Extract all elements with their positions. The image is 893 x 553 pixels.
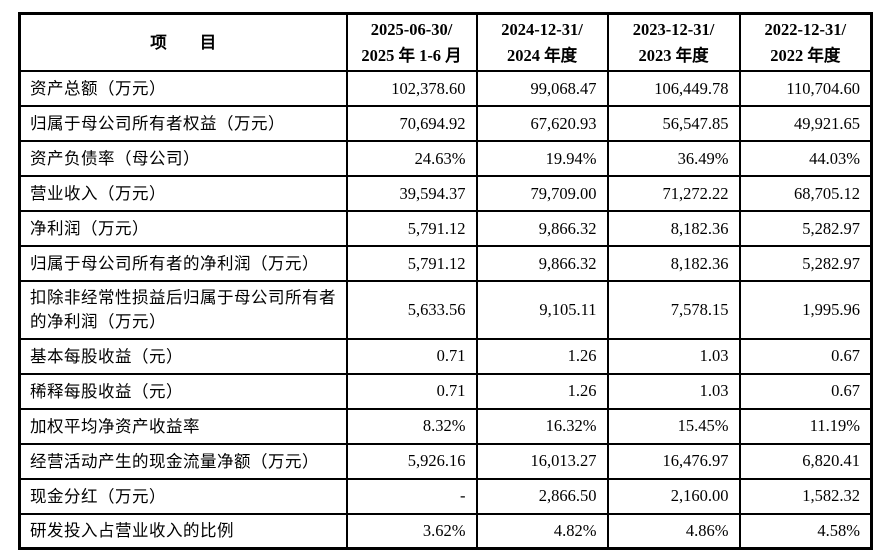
- table-row: 研发投入占营业收入的比例 3.62% 4.82% 4.86% 4.58%: [18, 512, 873, 550]
- row-label: 经营活动产生的现金流量净额（万元）: [18, 442, 348, 480]
- row-value: 16.32%: [475, 407, 609, 445]
- row-value: 16,013.27: [475, 442, 609, 480]
- table-row: 经营活动产生的现金流量净额（万元） 5,926.16 16,013.27 16,476…: [18, 442, 873, 480]
- row-value: 9,866.32: [475, 245, 609, 283]
- row-value: 0.67: [738, 372, 873, 410]
- table-row: 资产总额（万元） 102,378.60 99,068.47 106,449.78 110…: [18, 70, 873, 108]
- period-label-line: 2025 年 1-6 月: [361, 45, 462, 65]
- table-row: 稀释每股收益（元） 0.71 1.26 1.03 0.67: [18, 372, 873, 410]
- row-value: 1.03: [606, 337, 741, 375]
- row-value: 106,449.78: [606, 70, 741, 108]
- row-value: 49,921.65: [738, 105, 873, 143]
- table-row: 归属于母公司所有者权益（万元） 70,694.92 67,620.93 56,547.…: [18, 105, 873, 143]
- period-date-line: 2025-06-30/: [370, 20, 453, 39]
- period-column-header: 2025-06-30/2025 年 1-6 月: [345, 12, 478, 73]
- row-label: 研发投入占营业收入的比例: [18, 512, 348, 550]
- row-value: 15.45%: [606, 407, 741, 445]
- row-value: 5,282.97: [738, 210, 873, 248]
- row-label: 营业收入（万元）: [18, 175, 348, 213]
- row-value: 1,582.32: [738, 477, 873, 515]
- row-value: 0.71: [345, 337, 478, 375]
- row-value: 11.19%: [738, 407, 873, 445]
- row-value: 5,633.56: [345, 280, 478, 340]
- row-value: 79,709.00: [475, 175, 609, 213]
- row-label: 现金分红（万元）: [18, 477, 348, 515]
- row-value: 5,926.16: [345, 442, 478, 480]
- table-row: 加权平均净资产收益率 8.32% 16.32% 15.45% 11.19%: [18, 407, 873, 445]
- row-value: 5,791.12: [345, 210, 478, 248]
- period-date-line: 2023-12-31/: [632, 20, 715, 39]
- table-row: 现金分红（万元） -2,866.50 2,160.00 1,582.32: [18, 477, 873, 515]
- period-date-line: 2022-12-31/: [764, 20, 847, 39]
- row-value: 44.03%: [738, 140, 873, 178]
- period-column-header: 2024-12-31/2024 年度: [475, 12, 609, 73]
- row-value: 71,272.22: [606, 175, 741, 213]
- row-value: 1.03: [606, 372, 741, 410]
- financial-summary-table: 项 目 2025-06-30/2025 年 1-6 月 2024-12-31/20…: [18, 12, 873, 551]
- table-row: 资产负债率（母公司） 24.63% 19.94% 36.49% 44.03%: [18, 140, 873, 178]
- row-value: 70,694.92: [345, 105, 478, 143]
- row-value: 6,820.41: [738, 442, 873, 480]
- row-value: 110,704.60: [738, 70, 873, 108]
- row-value: 5,791.12: [345, 245, 478, 283]
- row-value: 9,866.32: [475, 210, 609, 248]
- period-label-line: 2023 年度: [638, 45, 709, 65]
- row-value: 0.67: [738, 337, 873, 375]
- item-column-header: 项 目: [18, 12, 348, 73]
- row-value: 1,995.96: [738, 280, 873, 340]
- table-row: 扣除非经常性损益后归属于母公司所有者的净利润（万元） 5,633.56 9,105.…: [18, 280, 873, 340]
- row-value: 24.63%: [345, 140, 478, 178]
- row-value: 8.32%: [345, 407, 478, 445]
- table-body: 资产总额（万元） 102,378.60 99,068.47 106,449.78 110…: [18, 70, 873, 550]
- row-value: 2,160.00: [606, 477, 741, 515]
- row-label: 归属于母公司所有者的净利润（万元）: [18, 245, 348, 283]
- row-value: 8,182.36: [606, 245, 741, 283]
- row-label: 基本每股收益（元）: [18, 337, 348, 375]
- row-value: -: [345, 477, 478, 515]
- row-label: 加权平均净资产收益率: [18, 407, 348, 445]
- table-row: 净利润（万元） 5,791.12 9,866.32 8,182.36 5,282.97: [18, 210, 873, 248]
- row-value: 3.62%: [345, 512, 478, 550]
- table-row: 归属于母公司所有者的净利润（万元） 5,791.12 9,866.32 8,182.3…: [18, 245, 873, 283]
- header-row: 项 目 2025-06-30/2025 年 1-6 月 2024-12-31/20…: [18, 12, 873, 73]
- row-value: 8,182.36: [606, 210, 741, 248]
- row-value: 9,105.11: [475, 280, 609, 340]
- period-column-header: 2023-12-31/2023 年度: [606, 12, 741, 73]
- row-value: 4.86%: [606, 512, 741, 550]
- row-value: 39,594.37: [345, 175, 478, 213]
- row-value: 5,282.97: [738, 245, 873, 283]
- row-value: 68,705.12: [738, 175, 873, 213]
- row-value: 7,578.15: [606, 280, 741, 340]
- table-row: 营业收入（万元） 39,594.37 79,709.00 71,272.22 68,70…: [18, 175, 873, 213]
- row-value: 2,866.50: [475, 477, 609, 515]
- row-value: 4.58%: [738, 512, 873, 550]
- row-value: 19.94%: [475, 140, 609, 178]
- row-label: 资产总额（万元）: [18, 70, 348, 108]
- row-value: 1.26: [475, 337, 609, 375]
- row-label: 扣除非经常性损益后归属于母公司所有者的净利润（万元）: [18, 280, 348, 340]
- row-label: 稀释每股收益（元）: [18, 372, 348, 410]
- row-label: 净利润（万元）: [18, 210, 348, 248]
- row-value: 4.82%: [475, 512, 609, 550]
- table-row: 基本每股收益（元） 0.71 1.26 1.03 0.67: [18, 337, 873, 375]
- row-value: 102,378.60: [345, 70, 478, 108]
- row-value: 16,476.97: [606, 442, 741, 480]
- row-value: 1.26: [475, 372, 609, 410]
- period-label-line: 2024 年度: [506, 45, 578, 65]
- row-value: 56,547.85: [606, 105, 741, 143]
- period-date-line: 2024-12-31/: [501, 20, 583, 39]
- row-value: 67,620.93: [475, 105, 609, 143]
- period-label-line: 2022 年度: [770, 45, 841, 65]
- row-label: 资产负债率（母公司）: [18, 140, 348, 178]
- row-value: 0.71: [345, 372, 478, 410]
- period-column-header: 2022-12-31/2022 年度: [738, 12, 873, 73]
- row-label: 归属于母公司所有者权益（万元）: [18, 105, 348, 143]
- row-value: 36.49%: [606, 140, 741, 178]
- row-value: 99,068.47: [475, 70, 609, 108]
